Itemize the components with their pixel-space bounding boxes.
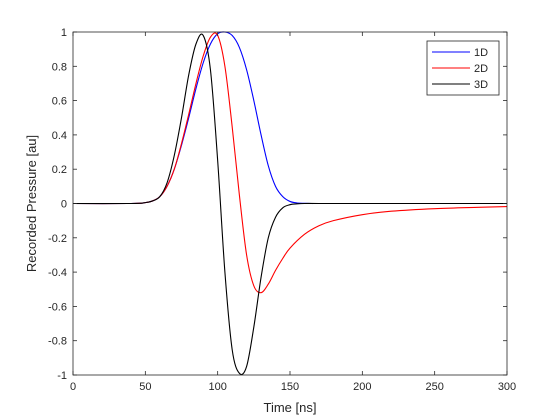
y-tick-label: 0.4 (52, 130, 67, 142)
legend-label-2d: 2D (474, 63, 488, 75)
y-axis-label: Recorded Pressure [au] (24, 135, 39, 272)
x-axis-label: Time [ns] (264, 400, 317, 415)
legend: 1D 2D 3D (426, 40, 500, 96)
y-tick-label: -0.2 (48, 233, 67, 245)
y-tick-label: 0.8 (52, 61, 67, 73)
y-tick-label: 0.6 (52, 96, 67, 108)
y-tick-label: -0.4 (48, 267, 67, 279)
series-layer (72, 31, 508, 376)
y-tick-label: -0.8 (48, 336, 67, 348)
x-tick-label: 150 (281, 381, 299, 393)
x-tick-label: 250 (425, 381, 443, 393)
y-tick-label: -1 (57, 370, 67, 382)
x-tick-label: 50 (139, 381, 151, 393)
x-axis-ticks: 0 50 100 150 200 250 300 (70, 32, 516, 393)
x-tick-label: 200 (353, 381, 371, 393)
y-tick-label: 0 (61, 199, 67, 211)
x-tick-label: 0 (70, 381, 76, 393)
series-line-2d (72, 32, 508, 294)
legend-label-1d: 1D (474, 47, 488, 59)
y-axis-ticks: -1 -0.8 -0.6 -0.4 -0.2 0 0.2 0.4 0.6 0.8 1 (48, 27, 507, 382)
x-tick-label: 300 (498, 381, 516, 393)
legend-label-3d: 3D (474, 79, 488, 91)
x-tick-label: 100 (208, 381, 226, 393)
y-tick-label: 1 (61, 27, 67, 39)
y-tick-label: -0.6 (48, 301, 67, 313)
y-tick-label: 0.2 (52, 164, 67, 176)
series-line-3d (72, 33, 507, 376)
